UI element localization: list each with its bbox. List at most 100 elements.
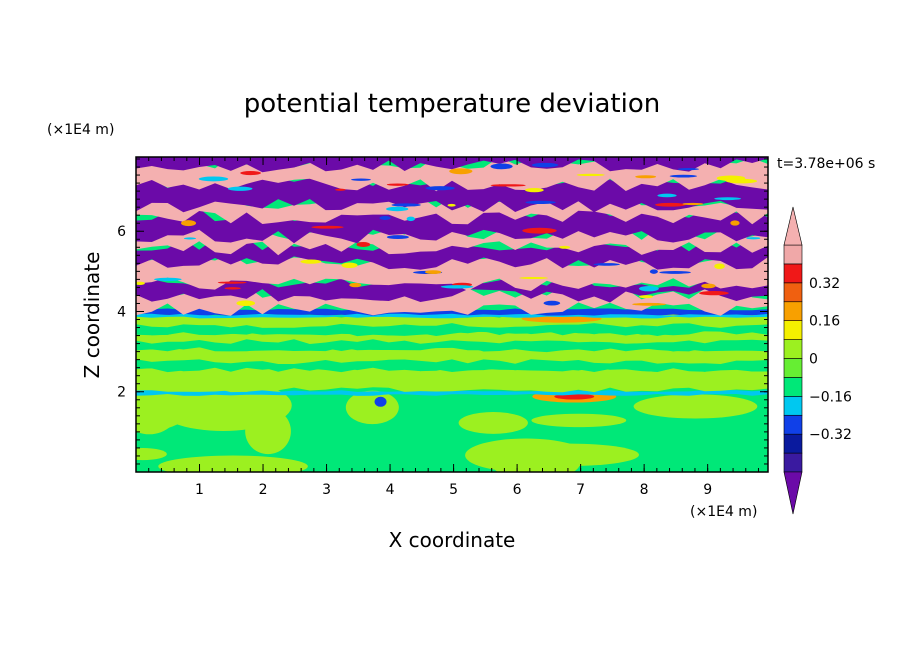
colorbar-segment [783, 377, 803, 397]
field-blob [136, 448, 167, 461]
edge-streak [425, 270, 442, 275]
colorbar-segment [783, 414, 803, 435]
x-tick-label: 3 [322, 482, 331, 498]
colorbar-segment [783, 433, 803, 454]
edge-streak [639, 295, 654, 299]
edge-streak [701, 283, 716, 289]
colorbar-segment [783, 263, 803, 284]
x-axis-label: X coordinate [389, 528, 516, 552]
field-blob [633, 394, 758, 419]
edge-streak [181, 220, 197, 227]
colorbar-extend-max [783, 206, 803, 246]
colorbar-segment [783, 301, 803, 321]
time-label: t=3.78e+06 s [777, 156, 875, 172]
x-tick-label: 9 [703, 482, 712, 498]
edge-streak [677, 168, 700, 171]
field-blob [458, 412, 528, 434]
field-blob [245, 408, 291, 455]
edge-streak [519, 276, 549, 280]
colorbar-label: −0.16 [809, 389, 852, 405]
edge-streak [386, 206, 409, 212]
x-tick-label: 5 [449, 482, 458, 498]
edge-streak [726, 178, 758, 184]
colorbar-segment [783, 320, 803, 340]
x-tick-label: 4 [386, 482, 395, 498]
cold-anomaly [374, 396, 387, 407]
edge-streak [136, 281, 145, 285]
edge-streak [300, 259, 322, 264]
edge-streak [391, 203, 421, 207]
x-tick-label: 7 [576, 482, 585, 498]
x-tick-label: 8 [640, 482, 649, 498]
mid-layer [136, 367, 768, 393]
field-blob [345, 390, 399, 425]
field-blob [531, 413, 627, 428]
edge-streak [335, 188, 346, 191]
y-tick-label: 4 [117, 304, 126, 320]
edge-streak [183, 237, 197, 240]
edge-streak [341, 262, 358, 269]
edge-streak [543, 300, 561, 306]
upper-layer [136, 253, 768, 291]
edge-streak [449, 168, 473, 175]
y-tick-label: 2 [117, 385, 126, 401]
contour-field [136, 157, 768, 472]
colorbar-label: 0.16 [809, 314, 840, 330]
interface-layer-2 [136, 390, 768, 396]
mid-layer [136, 331, 768, 344]
mid-layer [136, 323, 768, 337]
field-blob [158, 455, 308, 472]
edge-streak [639, 285, 659, 292]
edge-streak [635, 175, 657, 179]
edge-streak [154, 277, 182, 281]
edge-streak [714, 263, 725, 270]
colorbar-label: 0 [809, 352, 818, 368]
edge-streak [649, 269, 658, 274]
edge-streak [227, 186, 253, 191]
plot-frame [135, 156, 769, 473]
x-tick-label: 1 [195, 482, 204, 498]
x-tick-label: 2 [259, 482, 268, 498]
edge-streak [356, 241, 371, 248]
edge-streak [714, 197, 742, 201]
colorbar-segment [783, 244, 803, 265]
edge-streak [659, 271, 691, 274]
edge-streak [351, 178, 371, 181]
upper-layer [136, 174, 768, 213]
edge-streak [559, 245, 571, 249]
edge-streak [490, 163, 513, 170]
upper-layer [136, 226, 768, 256]
colorbar-label: 0.32 [809, 276, 840, 292]
edge-streak [576, 173, 605, 177]
edge-streak [311, 225, 344, 229]
colorbar-segment [783, 452, 803, 473]
chart-title: potential temperature deviation [244, 89, 660, 119]
mid-layer [136, 339, 768, 352]
axes: 1 2 3 4 5 6 7 8 9 2 4 6 [117, 157, 768, 498]
colorbar-segment [783, 396, 803, 416]
edge-streak [349, 282, 362, 288]
edge-streak [632, 302, 667, 306]
colorbar-label: −0.32 [809, 427, 852, 443]
edge-streak [386, 183, 409, 186]
y-axis-label: Z coordinate [80, 252, 104, 379]
colorbar: 0.32 0.16 0 −0.16 −0.32 [783, 206, 852, 515]
edge-streak [217, 281, 247, 284]
edge-streak [669, 174, 698, 178]
x-unit-label: (×1E4 m) [690, 504, 757, 520]
y-tick-label: 6 [117, 224, 126, 240]
edge-streak [657, 193, 677, 198]
edge-streak [531, 162, 559, 168]
edge-streak [490, 184, 526, 187]
edge-streak [240, 170, 261, 176]
edge-streak [425, 186, 455, 191]
interface-edge-4 [136, 313, 768, 319]
colorbar-segment [783, 358, 803, 378]
edge-streak [198, 176, 229, 182]
field-blob [502, 443, 640, 466]
y-unit-label: (×1E4 m) [47, 122, 114, 138]
edge-streak [447, 203, 456, 207]
upper-layer [136, 207, 768, 244]
x-tick-label: 6 [513, 482, 522, 498]
